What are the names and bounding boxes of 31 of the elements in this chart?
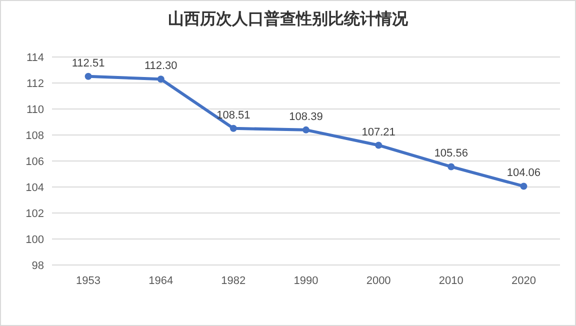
x-tick-label: 2000: [366, 275, 391, 287]
y-tick-label: 100: [26, 234, 44, 246]
y-tick-label: 110: [26, 104, 44, 116]
y-tick-label: 102: [26, 208, 44, 220]
point: [375, 142, 382, 149]
y-tick-label: 106: [26, 156, 44, 168]
x-tick-label: 1953: [76, 275, 101, 287]
data-label: 112.30: [144, 60, 178, 72]
x-tick-label: 2020: [511, 275, 536, 287]
y-tick-label: 114: [26, 52, 44, 64]
data-label: 105.56: [434, 148, 468, 160]
x-tick-label: 2010: [438, 275, 464, 287]
chart-title: 山西历次人口普查性别比统计情况: [168, 9, 409, 28]
x-tick-label: 1990: [294, 275, 318, 287]
point: [520, 182, 528, 190]
y-tick-label: 108: [26, 130, 44, 142]
data-label: 108.51: [216, 109, 250, 122]
data-label: 107.21: [362, 126, 396, 138]
point: [230, 124, 237, 132]
point: [157, 76, 164, 83]
data-label: 104.06: [506, 167, 541, 180]
y-tick-label: 98: [32, 260, 44, 272]
point: [84, 72, 92, 80]
y-tick-label: 112: [26, 78, 44, 90]
y-tick-label: 104: [26, 182, 44, 194]
point: [302, 126, 310, 134]
x-tick-label: 1964: [148, 275, 174, 287]
data-label: 112.51: [72, 57, 105, 70]
point: [448, 163, 455, 170]
x-tick-label: 1982: [221, 275, 246, 287]
data-label: 108.39: [289, 110, 323, 123]
